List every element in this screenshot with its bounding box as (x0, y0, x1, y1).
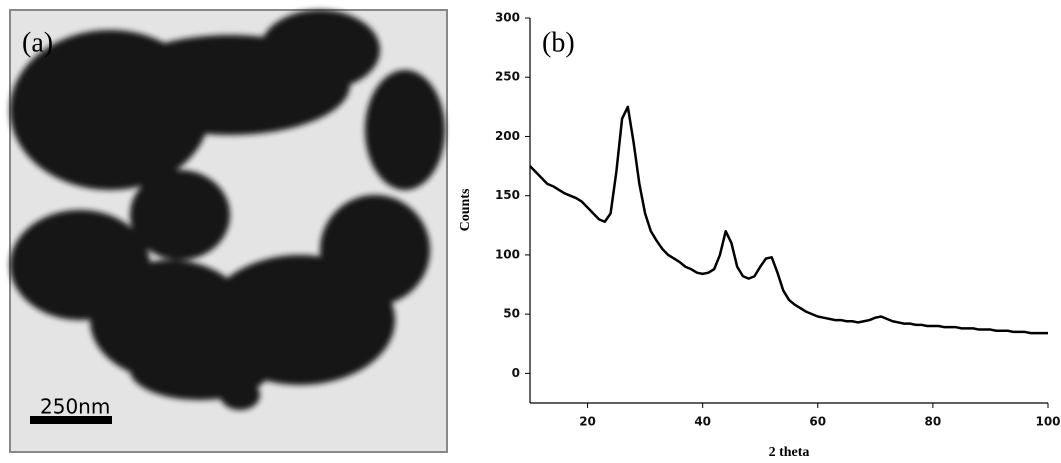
y-tick-label: 300 (495, 11, 520, 25)
x-axis-label: 2 theta (769, 445, 810, 460)
tem-image (9, 9, 448, 453)
y-tick-label: 0 (512, 366, 520, 380)
xrd-chart: (b) 2 theta Counts 0 50 100 150 200 250 300 20 4… (458, 11, 1060, 461)
x-tick-label: 20 (579, 415, 596, 429)
x-tick-label: 40 (694, 415, 711, 429)
x-tick-label: 100 (1035, 415, 1060, 429)
y-tick-label: 150 (495, 188, 520, 202)
panel-label: (b) (542, 27, 575, 58)
scale-bar-label: 250nm (40, 395, 110, 419)
y-tick-label: 100 (495, 247, 520, 261)
y-axis-label: Counts (458, 188, 473, 231)
x-tick-label: 80 (925, 415, 942, 429)
data-line (529, 105, 1048, 335)
panel-label: (a) (22, 27, 53, 58)
y-tick-label: 250 (495, 70, 520, 84)
x-tick-label: 60 (809, 415, 826, 429)
y-tick-label: 200 (495, 129, 520, 143)
y-tick-label: 50 (503, 307, 520, 321)
